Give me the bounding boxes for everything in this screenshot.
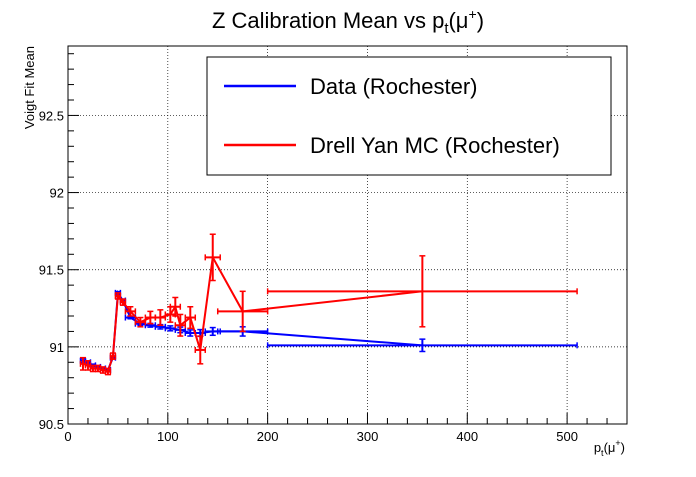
series-layer — [79, 233, 578, 376]
axes-layer: 0 100 200 300 400 500 90.5 91 91.5 92 92.5 — [39, 45, 628, 444]
legend-label-data: Data (Rochester) — [310, 74, 478, 99]
chart-title: Z Calibration Mean vs pt(μ+) — [212, 6, 484, 37]
y-tick-label: 92 — [50, 186, 64, 201]
x-axis-label: pt(μ+) — [594, 438, 625, 458]
x-tick-label: 100 — [157, 429, 179, 444]
x-tick-label: 0 — [64, 429, 71, 444]
series-1 — [79, 233, 578, 376]
y-tick-label: 90.5 — [39, 417, 64, 432]
y-tick-label: 91 — [50, 340, 64, 355]
x-tick-label: 200 — [257, 429, 279, 444]
x-tick-label: 500 — [556, 429, 578, 444]
y-tick-label: 91.5 — [39, 263, 64, 278]
legend-label-mc: Drell Yan MC (Rochester) — [310, 133, 560, 158]
legend-box — [206, 56, 612, 176]
y-tick-label: 92.5 — [39, 108, 64, 123]
x-tick-label: 400 — [456, 429, 478, 444]
legend: Data (Rochester) Drell Yan MC (Rochester… — [206, 56, 612, 176]
x-tick-label: 300 — [357, 429, 379, 444]
y-axis-label: Voigt Fit Mean — [22, 46, 37, 129]
series-line — [82, 254, 423, 373]
